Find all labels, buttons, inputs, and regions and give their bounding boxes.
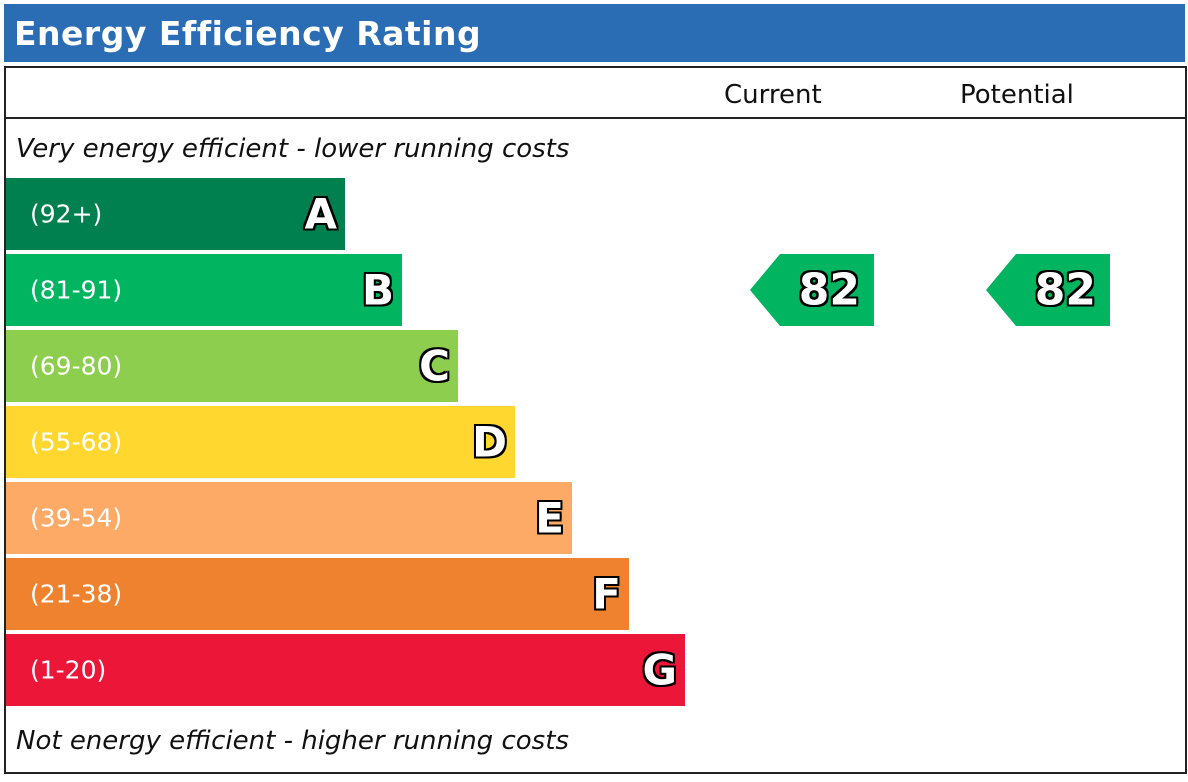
band-range-label: (55-68) [30, 427, 123, 457]
band-letter: D [472, 417, 507, 467]
current-rating-arrow: 82 [750, 254, 874, 326]
potential-arrow-shape [986, 254, 1110, 326]
band-letter: F [592, 569, 621, 619]
band-range-label: (1-20) [30, 655, 107, 685]
potential-rating-arrow: 82 [986, 254, 1110, 326]
header-divider [6, 117, 1185, 119]
band-g: (1-20) G [6, 634, 685, 706]
band-letter: C [419, 341, 450, 391]
header-bar: Energy Efficiency Rating [4, 4, 1185, 62]
rating-frame: Current Potential Very energy efficient … [4, 66, 1187, 774]
band-c: (69-80) C [6, 330, 458, 402]
potential-rating-value: 82 [1034, 264, 1096, 316]
bottom-caption: Not energy efficient - higher running co… [16, 726, 569, 756]
band-letter: E [535, 493, 564, 543]
current-arrow-polygon [750, 254, 874, 326]
potential-arrow-polygon [986, 254, 1110, 326]
band-e: (39-54) E [6, 482, 572, 554]
band-letter: G [642, 645, 677, 695]
potential-column-header: Potential [960, 80, 1074, 110]
band-range-label: (69-80) [30, 351, 123, 381]
current-column-header: Current [724, 80, 822, 110]
band-d: (55-68) D [6, 406, 515, 478]
band-f: (21-38) F [6, 558, 629, 630]
band-range-label: (81-91) [30, 275, 123, 305]
band-b: (81-91) B [6, 254, 402, 326]
band-a: (92+) A [6, 178, 345, 250]
band-range-label: (92+) [30, 199, 103, 229]
band-letter: B [361, 265, 394, 315]
band-letter: A [304, 189, 337, 239]
chart-title: Energy Efficiency Rating [14, 14, 482, 53]
band-range-label: (21-38) [30, 579, 123, 609]
current-arrow-shape [750, 254, 874, 326]
band-range-label: (39-54) [30, 503, 123, 533]
top-caption: Very energy efficient - lower running co… [16, 134, 570, 164]
current-rating-value: 82 [798, 264, 860, 316]
